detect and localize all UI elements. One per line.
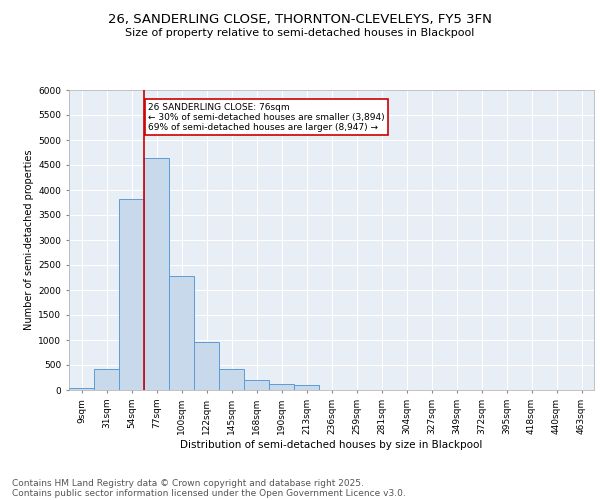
Y-axis label: Number of semi-detached properties: Number of semi-detached properties (24, 150, 34, 330)
Bar (94, 368, 119, 390)
Text: 26, SANDERLING CLOSE, THORNTON-CLEVELEYS, FY5 3FN: 26, SANDERLING CLOSE, THORNTON-CLEVELEYS… (108, 12, 492, 26)
X-axis label: Distribution of semi-detached houses by size in Blackpool: Distribution of semi-detached houses by … (181, 440, 482, 450)
Text: Size of property relative to semi-detached houses in Blackpool: Size of property relative to semi-detach… (125, 28, 475, 38)
Bar (69, 388, 94, 390)
Bar (144, 158, 169, 390)
Bar (119, 199, 144, 390)
Bar (169, 276, 194, 390)
Text: Contains HM Land Registry data © Crown copyright and database right 2025.: Contains HM Land Registry data © Crown c… (12, 478, 364, 488)
Bar (244, 380, 269, 390)
Bar (294, 384, 319, 390)
Text: 26 SANDERLING CLOSE: 76sqm
← 30% of semi-detached houses are smaller (3,894)
69%: 26 SANDERLING CLOSE: 76sqm ← 30% of semi… (148, 102, 385, 132)
Bar (269, 384, 294, 390)
Bar (219, 368, 244, 390)
Text: Contains public sector information licensed under the Open Government Licence v3: Contains public sector information licen… (12, 488, 406, 498)
Bar (194, 342, 219, 390)
